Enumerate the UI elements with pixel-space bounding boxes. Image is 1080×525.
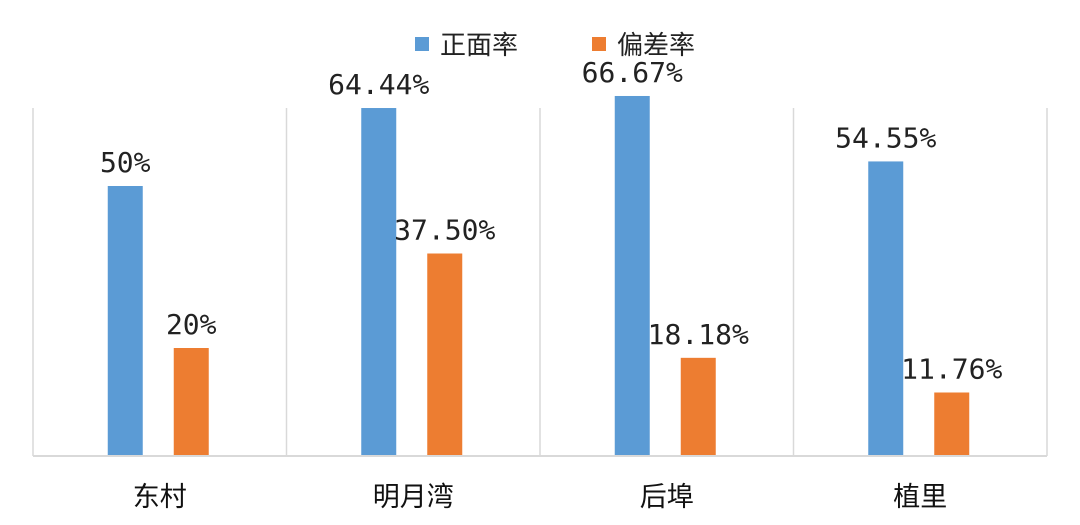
category-labels: 东村 明月湾 后埠 植里 xyxy=(133,482,948,513)
legend-swatch-1 xyxy=(415,37,429,51)
data-label-2-1: 20% xyxy=(166,308,217,341)
data-labels: 50% 20% 64.44% 37.50% 66.67% 18.18% 54.55% 11.7… xyxy=(100,56,1002,386)
data-label-2-3: 18.18% xyxy=(648,318,749,351)
data-label-1-2: 64.44% xyxy=(328,68,429,101)
data-label-1-3: 66.67% xyxy=(582,56,683,89)
bar-1-2 xyxy=(361,108,397,457)
bars xyxy=(107,95,970,457)
bar-1-4 xyxy=(868,161,904,456)
category-label-2: 明月湾 xyxy=(373,482,454,513)
data-label-1-4: 54.55% xyxy=(835,121,936,154)
bar-1-1 xyxy=(107,186,143,456)
bar-1-3 xyxy=(614,95,650,457)
bar-2-2 xyxy=(427,253,463,456)
bar-2-3 xyxy=(680,357,716,456)
legend-swatch-2 xyxy=(592,37,606,51)
data-label-2-4: 11.76% xyxy=(901,352,1002,385)
category-separators xyxy=(32,108,1048,456)
legend: 正面率 偏差率 xyxy=(415,31,695,61)
data-label-2-2: 37.50% xyxy=(394,214,495,247)
legend-label-2: 偏差率 xyxy=(617,31,695,61)
data-label-1-1: 50% xyxy=(100,146,151,179)
legend-label-1: 正面率 xyxy=(440,31,518,61)
bar-2-4 xyxy=(934,392,970,456)
bar-2-1 xyxy=(173,348,209,456)
category-label-4: 植里 xyxy=(893,482,947,513)
category-label-3: 后埠 xyxy=(640,482,694,513)
category-label-1: 东村 xyxy=(133,482,187,513)
